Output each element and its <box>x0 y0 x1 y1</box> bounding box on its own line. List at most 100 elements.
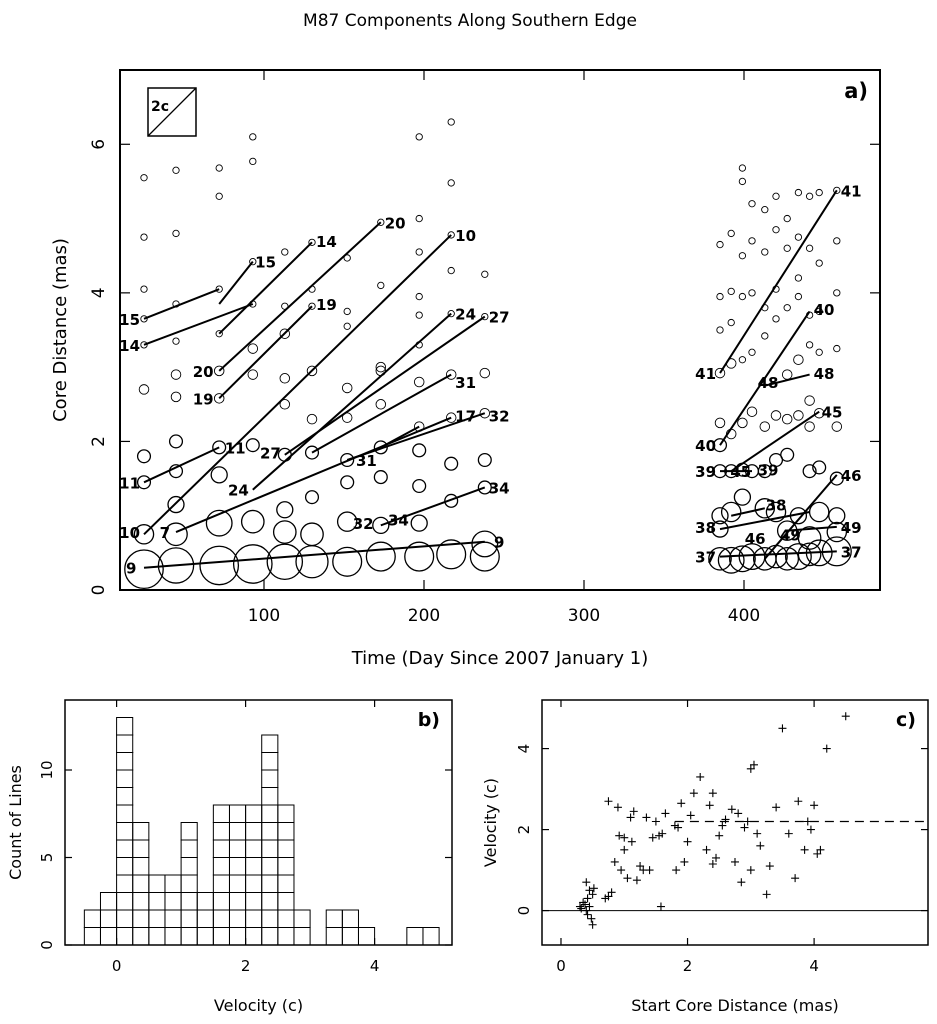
component-track <box>730 410 820 472</box>
velocity-point <box>579 898 588 907</box>
track-label: 10 <box>455 227 476 245</box>
velocity-point <box>791 874 800 883</box>
y-tick-label: 4 <box>515 744 533 754</box>
component-point <box>306 365 318 377</box>
histogram-cell <box>116 787 134 806</box>
histogram-cell <box>132 857 150 876</box>
x-axis-label: Start Core Distance (mas) <box>631 996 839 1015</box>
velocity-point <box>672 866 681 875</box>
velocity-point <box>585 902 594 911</box>
component-point <box>826 521 848 543</box>
x-tick-label: 4 <box>370 957 380 975</box>
component-point <box>140 285 148 293</box>
component-point <box>415 133 423 141</box>
histogram-cell <box>180 909 198 928</box>
component-point <box>365 541 396 572</box>
component-point <box>727 229 735 238</box>
panel-label: a) <box>844 79 868 103</box>
histogram-cell <box>116 804 134 823</box>
velocity-point <box>583 894 592 903</box>
x-tick-label: 0 <box>556 957 566 975</box>
histogram-cell <box>245 822 263 841</box>
y-axis-label: Count of Lines <box>6 765 25 880</box>
x-tick-label: 2 <box>683 957 693 975</box>
track-label: 19 <box>193 390 214 408</box>
component-point <box>232 544 273 584</box>
histogram-cell <box>277 909 295 928</box>
component-point <box>415 248 423 256</box>
component-point <box>332 546 363 577</box>
velocity-point <box>822 744 831 753</box>
histogram-cell <box>99 909 118 928</box>
velocity-point <box>604 892 613 901</box>
component-point <box>247 343 259 354</box>
track-label: 46 <box>841 467 862 485</box>
component-point <box>172 229 180 238</box>
histogram-cell <box>261 787 279 806</box>
histogram-cell <box>132 822 150 841</box>
component-point <box>716 292 724 301</box>
component-point <box>716 240 724 249</box>
track-label: 17 <box>455 407 476 425</box>
component-point <box>308 302 316 310</box>
component-point <box>343 307 351 316</box>
component-point <box>140 315 148 323</box>
component-point <box>213 393 225 404</box>
velocity-point <box>712 853 721 862</box>
x-tick-label: 4 <box>809 957 819 975</box>
component-point <box>808 501 830 523</box>
histogram-cell <box>277 892 295 911</box>
histogram-cell <box>83 909 101 928</box>
component-track <box>218 261 254 305</box>
component-point <box>815 307 823 316</box>
x-axis-label: Time (Day Since 2007 January 1) <box>351 648 649 669</box>
component-point <box>340 452 355 468</box>
component-point <box>717 546 745 574</box>
track-label: 40 <box>695 437 716 455</box>
component-point <box>444 456 459 471</box>
component-point <box>794 188 803 197</box>
y-tick-label: 2 <box>89 436 109 447</box>
histogram-cell <box>277 822 295 841</box>
y-axis-label: Velocity (c) <box>481 778 500 867</box>
track-label: 11 <box>119 474 140 492</box>
histogram-cell <box>83 927 101 946</box>
velocity-point <box>765 862 774 871</box>
component-point <box>412 478 427 494</box>
component-point <box>266 543 304 581</box>
component-point <box>784 543 812 571</box>
component-track <box>252 312 452 491</box>
component-point <box>761 206 769 214</box>
velocity-point <box>604 797 613 806</box>
velocity-point <box>778 724 787 733</box>
track-label: 38 <box>695 519 716 537</box>
histogram-cell <box>212 892 230 911</box>
component-point <box>375 399 387 410</box>
component-point <box>797 526 822 550</box>
component-track <box>764 474 838 560</box>
velocity-point <box>806 825 815 834</box>
velocity-point <box>680 857 689 866</box>
component-point <box>783 214 791 223</box>
component-point <box>164 522 188 547</box>
component-point <box>372 516 390 535</box>
component-point <box>714 367 726 379</box>
component-point <box>377 218 385 226</box>
histogram-cell <box>228 822 247 841</box>
velocity-point <box>639 866 648 875</box>
component-point <box>748 200 756 208</box>
component-track <box>143 288 220 320</box>
velocity-point <box>587 914 596 923</box>
velocity-point <box>762 890 771 899</box>
histogram-cell <box>212 927 230 946</box>
velocity-point <box>740 823 749 832</box>
component-point <box>481 312 489 321</box>
histogram-cell <box>164 874 182 893</box>
component-point <box>833 186 841 194</box>
track-label: 27 <box>489 309 510 327</box>
velocity-point <box>772 803 781 812</box>
component-point <box>746 406 758 417</box>
component-point <box>445 369 457 380</box>
